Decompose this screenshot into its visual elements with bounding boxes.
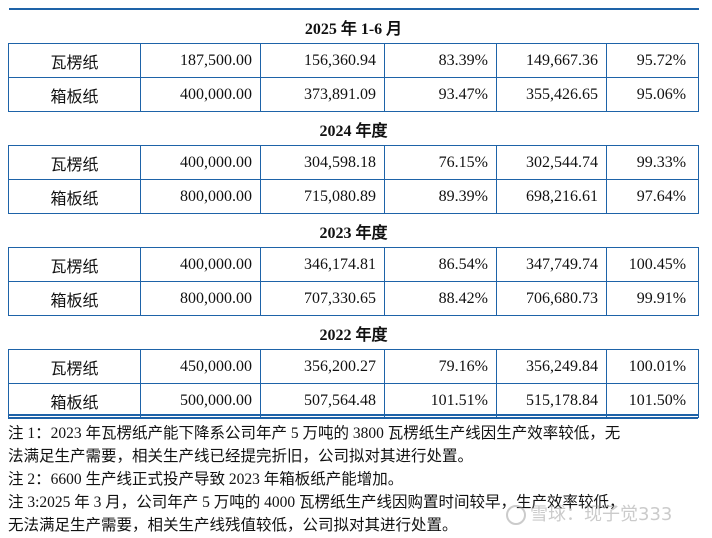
product-cell: 瓦楞纸 xyxy=(8,145,141,180)
utilization-cell: 86.54% xyxy=(384,247,497,282)
footnote-line: 无法满足生产需要，相关生产线残值较低，公司拟对其进行处置。 xyxy=(8,517,458,534)
footnotes: 注 1：2023 年瓦楞纸产能下降系公司年产 5 万吨的 3800 瓦楞纸生产线… xyxy=(8,422,708,537)
sales-cell: 515,178.84 xyxy=(496,383,607,418)
output-cell: 715,080.89 xyxy=(260,179,385,214)
table-row: 箱板纸 800,000.00 715,080.89 89.39% 698,216… xyxy=(8,179,700,214)
section-header: 2024 年度 xyxy=(8,111,699,146)
capacity-cell: 400,000.00 xyxy=(140,77,261,112)
sell-through-cell: 101.50% xyxy=(605,383,700,418)
table-row: 箱板纸 800,000.00 707,330.65 88.42% 706,680… xyxy=(8,281,700,316)
sales-cell: 302,544.74 xyxy=(496,145,607,180)
sales-cell: 347,749.74 xyxy=(496,247,607,282)
section-header: 2022 年度 xyxy=(8,315,699,350)
section-title: 2025 年 1-6 月 xyxy=(8,8,699,44)
capacity-cell: 800,000.00 xyxy=(140,281,261,316)
sell-through-cell: 99.91% xyxy=(605,281,700,316)
snowball-logo-icon xyxy=(506,505,526,525)
utilization-cell: 89.39% xyxy=(384,179,497,214)
product-cell: 箱板纸 xyxy=(8,281,141,316)
capacity-cell: 187,500.00 xyxy=(140,43,261,78)
footnote-line: 注 3:2025 年 3 月，公司年产 5 万吨的 4000 瓦楞纸生产线因购置… xyxy=(8,494,625,511)
utilization-cell: 79.16% xyxy=(384,349,497,384)
watermark-text: 雪球：现子觉333 xyxy=(530,504,673,525)
sales-cell: 355,426.65 xyxy=(496,77,607,112)
sales-cell: 356,249.84 xyxy=(496,349,607,384)
capacity-table: 2025 年 1-6 月 瓦楞纸 187,500.00 156,360.94 8… xyxy=(8,8,700,418)
product-cell: 箱板纸 xyxy=(8,383,141,418)
table-row: 瓦楞纸 400,000.00 346,174.81 86.54% 347,749… xyxy=(8,247,700,282)
sales-cell: 706,680.73 xyxy=(496,281,607,316)
section-title: 2024 年度 xyxy=(8,111,699,146)
capacity-table-wrap: 2025 年 1-6 月 瓦楞纸 187,500.00 156,360.94 8… xyxy=(8,8,700,418)
sell-through-cell: 95.06% xyxy=(605,77,700,112)
utilization-cell: 101.51% xyxy=(384,383,497,418)
footnote-line: 注 1：2023 年瓦楞纸产能下降系公司年产 5 万吨的 3800 瓦楞纸生产线… xyxy=(8,425,621,442)
table-row: 瓦楞纸 400,000.00 304,598.18 76.15% 302,544… xyxy=(8,145,700,180)
sell-through-cell: 100.01% xyxy=(605,349,700,384)
table-row: 箱板纸 500,000.00 507,564.48 101.51% 515,17… xyxy=(8,383,700,418)
capacity-cell: 450,000.00 xyxy=(140,349,261,384)
output-cell: 346,174.81 xyxy=(260,247,385,282)
output-cell: 304,598.18 xyxy=(260,145,385,180)
utilization-cell: 83.39% xyxy=(384,43,497,78)
sell-through-cell: 100.45% xyxy=(605,247,700,282)
utilization-cell: 93.47% xyxy=(384,77,497,112)
sales-cell: 149,667.36 xyxy=(496,43,607,78)
output-cell: 156,360.94 xyxy=(260,43,385,78)
sales-cell: 698,216.61 xyxy=(496,179,607,214)
product-cell: 瓦楞纸 xyxy=(8,247,141,282)
product-cell: 箱板纸 xyxy=(8,77,141,112)
product-cell: 箱板纸 xyxy=(8,179,141,214)
sell-through-cell: 95.72% xyxy=(605,43,700,78)
table-bottom-rule xyxy=(8,414,698,416)
sell-through-cell: 99.33% xyxy=(605,145,700,180)
output-cell: 507,564.48 xyxy=(260,383,385,418)
section-header: 2023 年度 xyxy=(8,213,699,248)
table-bottom-rule-thin xyxy=(8,418,698,419)
footnote-line: 注 2：6600 生产线正式投产导致 2023 年箱板纸产能增加。 xyxy=(8,471,404,488)
footnote-line: 法满足生产需要，相关生产线已经提完折旧，公司拟对其进行处置。 xyxy=(8,448,474,465)
capacity-cell: 400,000.00 xyxy=(140,247,261,282)
capacity-cell: 400,000.00 xyxy=(140,145,261,180)
section-title: 2022 年度 xyxy=(8,315,699,350)
table-row: 箱板纸 400,000.00 373,891.09 93.47% 355,426… xyxy=(8,77,700,112)
watermark: 雪球：现子觉333 xyxy=(506,500,672,526)
product-cell: 瓦楞纸 xyxy=(8,349,141,384)
table-row: 瓦楞纸 450,000.00 356,200.27 79.16% 356,249… xyxy=(8,349,700,384)
section-header: 2025 年 1-6 月 xyxy=(8,8,699,44)
output-cell: 707,330.65 xyxy=(260,281,385,316)
output-cell: 356,200.27 xyxy=(260,349,385,384)
output-cell: 373,891.09 xyxy=(260,77,385,112)
capacity-cell: 800,000.00 xyxy=(140,179,261,214)
product-cell: 瓦楞纸 xyxy=(8,43,141,78)
section-title: 2023 年度 xyxy=(8,213,699,248)
utilization-cell: 76.15% xyxy=(384,145,497,180)
table-row: 瓦楞纸 187,500.00 156,360.94 83.39% 149,667… xyxy=(8,43,700,78)
capacity-cell: 500,000.00 xyxy=(140,383,261,418)
sell-through-cell: 97.64% xyxy=(605,179,700,214)
utilization-cell: 88.42% xyxy=(384,281,497,316)
